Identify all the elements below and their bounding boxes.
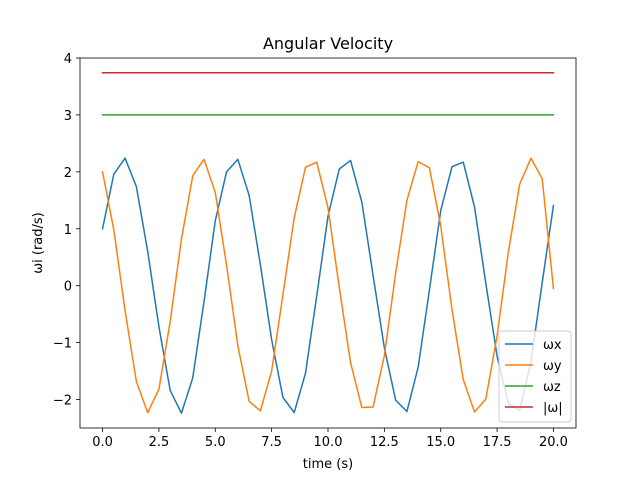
x-tick-label: 10.0 <box>314 435 343 450</box>
legend-label-2: ωz <box>543 380 561 395</box>
x-tick-label: 7.5 <box>261 435 282 450</box>
x-axis: 0.0 2.5 5.0 7.5 10.0 12.5 15.0 17.5 20.0 <box>92 428 568 450</box>
y-tick-label: −2 <box>53 394 72 409</box>
legend: ωx ωy ωz |ω| <box>498 330 572 423</box>
y-tick-label: −1 <box>53 337 72 352</box>
legend-label-0: ωx <box>543 338 562 353</box>
x-axis-label: time (s) <box>303 457 353 472</box>
y-tick-label: 1 <box>64 223 72 238</box>
legend-box <box>498 330 572 423</box>
series-layer <box>101 72 555 414</box>
x-tick-label: 17.5 <box>483 435 512 450</box>
legend-label-1: ωy <box>543 359 562 374</box>
chart-title: Angular Velocity <box>263 34 393 53</box>
x-tick-label: 2.5 <box>149 435 170 450</box>
plot-area <box>79 57 577 429</box>
legend-label-3: |ω| <box>543 401 563 416</box>
y-tick-label: 2 <box>64 166 72 181</box>
series-line-0 <box>101 157 555 414</box>
series-line-1 <box>101 157 555 414</box>
x-tick-label: 12.5 <box>370 435 399 450</box>
y-tick-label: 3 <box>64 109 72 124</box>
y-axis: −2 −1 0 1 2 3 4 <box>53 52 80 409</box>
x-tick-label: 5.0 <box>205 435 226 450</box>
y-tick-label: 0 <box>64 280 72 295</box>
x-tick-label: 15.0 <box>426 435 455 450</box>
x-tick-label: 20.0 <box>539 435 568 450</box>
x-tick-label: 0.0 <box>92 435 113 450</box>
y-axis-label: ωi (rad/s) <box>31 212 46 274</box>
y-tick-label: 4 <box>64 52 72 67</box>
